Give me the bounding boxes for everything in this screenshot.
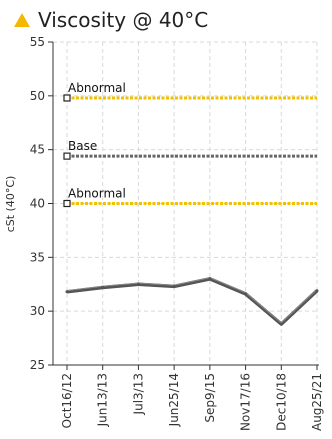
data-point [101,286,104,289]
reference-marker [64,153,70,159]
data-point [208,277,211,280]
data-point [66,290,69,293]
data-point [173,285,176,288]
y-tick-label: 55 [30,35,45,49]
reference-label: Abnormal [68,187,126,201]
x-tick-label: Dec10/18 [274,373,288,431]
y-tick-label: 35 [30,250,45,264]
y-tick-label: 30 [30,304,45,318]
series-highlight [67,278,317,323]
x-tick-label: Sep9/15 [203,373,217,423]
y-axis-title: cSt (40°C) [4,176,17,233]
x-tick-label: Oct16/12 [60,373,74,428]
reference-label: Base [68,139,97,153]
data-point [137,283,140,286]
y-tick-label: 25 [30,358,45,372]
x-tick-label: Aug25/21 [310,373,324,431]
reference-marker [64,201,70,207]
x-tick-label: Jun13/13 [96,373,110,427]
data-point [280,323,283,326]
x-tick-label: Jul3/13 [131,373,145,415]
x-tick-label: Nov17/16 [239,373,253,431]
reference-label: Abnormal [68,81,126,95]
reference-marker [64,95,70,101]
data-point [316,289,319,292]
y-tick-label: 45 [30,143,45,157]
data-point [244,292,247,295]
y-tick-label: 50 [30,89,45,103]
y-tick-label: 40 [30,197,45,211]
reference-lines: Abnormal Base Abnormal [64,81,317,207]
x-tick-label: Jun25/14 [167,373,181,427]
series [66,277,319,325]
